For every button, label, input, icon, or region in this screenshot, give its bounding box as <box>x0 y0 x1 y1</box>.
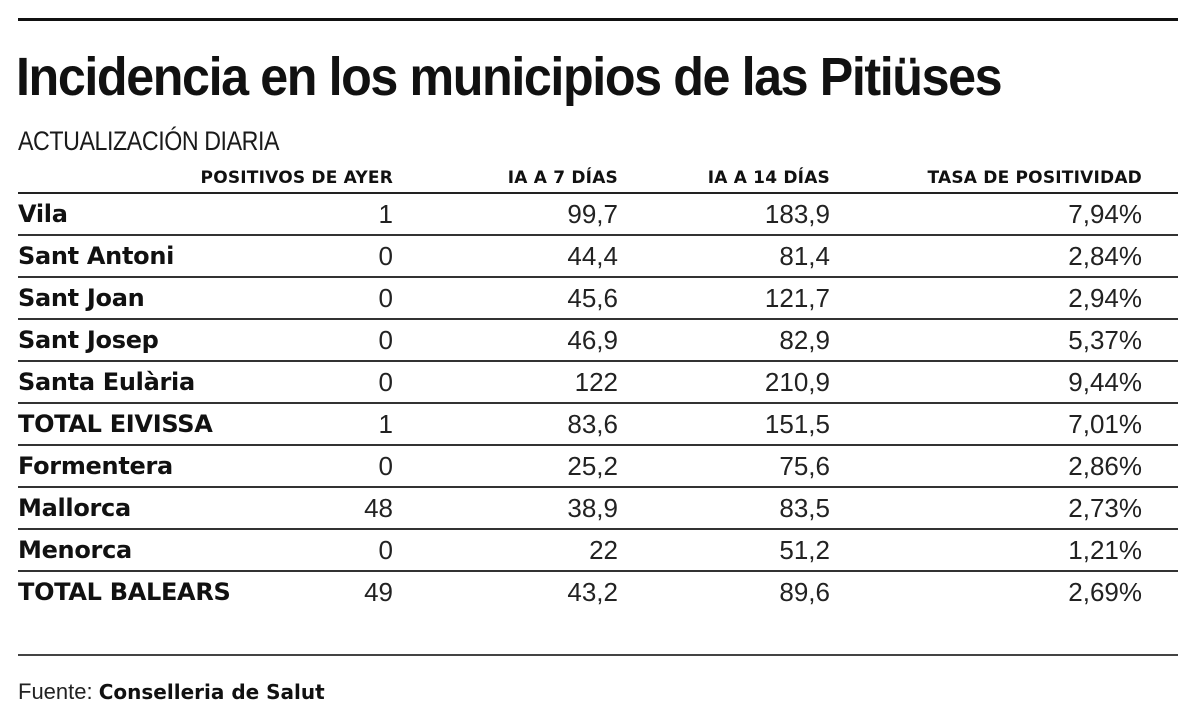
cell-ia7: 122 <box>574 367 618 397</box>
cell-positivos: 0 <box>378 325 393 355</box>
cell-tasa: 7,94% <box>1068 199 1142 229</box>
cell-tasa: 2,86% <box>1068 451 1142 481</box>
column-header-ia7: IA A 7 DÍAS <box>507 168 618 188</box>
table-row: Menorca 0 22 51,2 1,21% <box>18 530 1178 572</box>
source-value: Conselleria de Salut <box>98 680 325 704</box>
cell-ia7: 43,2 <box>567 577 618 607</box>
cell-positivos: 1 <box>378 199 393 229</box>
table-row: Mallorca 48 38,9 83,5 2,73% <box>18 488 1178 530</box>
table-row: Santa Eulària 0 122 210,9 9,44% <box>18 362 1178 404</box>
table-row-total-balears: TOTAL BALEARS 49 43,2 89,6 2,69% <box>18 572 1178 612</box>
row-name: Sant Josep <box>18 326 159 354</box>
cell-positivos: 0 <box>378 367 393 397</box>
cell-ia14: 121,7 <box>764 283 830 313</box>
top-rule <box>18 18 1178 21</box>
column-header-ia14: IA A 14 DÍAS <box>707 168 830 188</box>
cell-ia14: 81,4 <box>779 241 830 271</box>
row-name: Sant Antoni <box>18 242 175 270</box>
cell-tasa: 2,73% <box>1068 493 1142 523</box>
cell-ia14: 210,9 <box>764 367 830 397</box>
table-header: POSITIVOS DE AYER IA A 7 DÍAS IA A 14 DÍ… <box>18 164 1178 194</box>
cell-tasa: 2,84% <box>1068 241 1142 271</box>
cell-positivos: 0 <box>378 451 393 481</box>
table-row: Vila 1 99,7 183,9 7,94% <box>18 194 1178 236</box>
row-name: Formentera <box>18 452 173 480</box>
row-name: TOTAL EIVISSA <box>18 410 213 438</box>
cell-tasa: 2,69% <box>1068 577 1142 607</box>
cell-ia14: 75,6 <box>779 451 830 481</box>
cell-ia7: 46,9 <box>567 325 618 355</box>
table-row: Formentera 0 25,2 75,6 2,86% <box>18 446 1178 488</box>
cell-tasa: 5,37% <box>1068 325 1142 355</box>
row-name: Mallorca <box>18 494 131 522</box>
page-subtitle: ACTUALIZACIÓN DIARIA <box>18 126 280 156</box>
cell-ia14: 82,9 <box>779 325 830 355</box>
table-row: Sant Antoni 0 44,4 81,4 2,84% <box>18 236 1178 278</box>
row-name: Santa Eulària <box>18 368 195 396</box>
source-label: Fuente: <box>18 679 93 704</box>
incidence-table: POSITIVOS DE AYER IA A 7 DÍAS IA A 14 DÍ… <box>18 164 1178 612</box>
row-name: TOTAL BALEARS <box>18 578 231 606</box>
cell-positivos: 1 <box>378 409 393 439</box>
cell-ia14: 183,9 <box>764 199 830 229</box>
cell-ia7: 45,6 <box>567 283 618 313</box>
cell-tasa: 9,44% <box>1068 367 1142 397</box>
source-note: Fuente: Conselleria de Salut <box>18 678 325 706</box>
cell-tasa: 7,01% <box>1068 409 1142 439</box>
row-name: Vila <box>18 200 68 228</box>
cell-tasa: 2,94% <box>1068 283 1142 313</box>
bottom-rule <box>18 654 1178 656</box>
cell-ia7: 25,2 <box>567 451 618 481</box>
cell-ia14: 51,2 <box>779 535 830 565</box>
cell-ia14: 83,5 <box>779 493 830 523</box>
cell-tasa: 1,21% <box>1068 535 1142 565</box>
column-header-positivos: POSITIVOS DE AYER <box>200 168 393 188</box>
cell-positivos: 49 <box>364 577 393 607</box>
table-row: Sant Joan 0 45,6 121,7 2,94% <box>18 278 1178 320</box>
row-name: Sant Joan <box>18 284 145 312</box>
page-title: Incidencia en los municipios de las Piti… <box>16 47 1003 107</box>
row-name: Menorca <box>18 536 132 564</box>
cell-positivos: 0 <box>378 283 393 313</box>
table-row-total-eivissa: TOTAL EIVISSA 1 83,6 151,5 7,01% <box>18 404 1178 446</box>
cell-ia14: 89,6 <box>779 577 830 607</box>
cell-ia7: 22 <box>589 535 618 565</box>
cell-positivos: 0 <box>378 241 393 271</box>
cell-positivos: 0 <box>378 535 393 565</box>
cell-ia7: 83,6 <box>567 409 618 439</box>
cell-positivos: 48 <box>364 493 393 523</box>
column-header-tasa: TASA DE POSITIVIDAD <box>927 168 1142 188</box>
cell-ia7: 99,7 <box>567 199 618 229</box>
cell-ia7: 44,4 <box>567 241 618 271</box>
cell-ia14: 151,5 <box>764 409 830 439</box>
cell-ia7: 38,9 <box>567 493 618 523</box>
table-row: Sant Josep 0 46,9 82,9 5,37% <box>18 320 1178 362</box>
